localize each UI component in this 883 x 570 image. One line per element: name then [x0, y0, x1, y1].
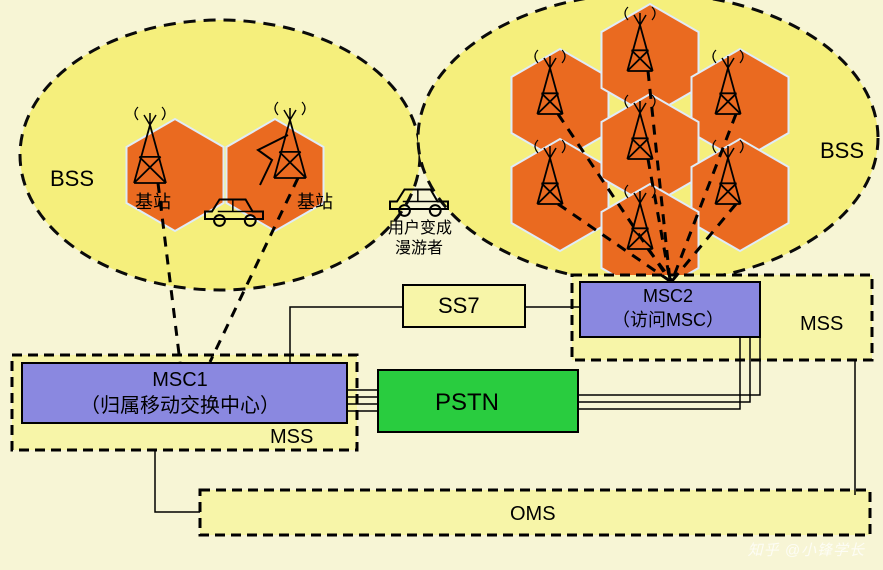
diagram-canvas: MSS MSS SS7 PSTN OMS MSC1 （归属移动交换中心） MSC2 （访问MSC…	[0, 0, 883, 570]
label-roam1: 用户变成	[388, 219, 452, 237]
bss-label: BSS	[820, 138, 864, 163]
msc1-line2: （归属移动交换中心）	[80, 394, 280, 417]
label-bs1: 基站	[135, 192, 171, 212]
ss7-label: SS7	[438, 293, 480, 318]
mss1-label: MSS	[270, 426, 313, 448]
msc1-line1: MSC1	[152, 369, 208, 391]
label-roam2: 漫游者	[395, 239, 443, 257]
msc2-line1: MSC2	[643, 286, 693, 306]
bss-label: BSS	[50, 166, 94, 191]
pstn-label: PSTN	[435, 389, 499, 416]
wire-link	[155, 450, 200, 512]
mss2-label: MSS	[800, 313, 843, 335]
watermark: 知乎 @小锋学长	[748, 539, 865, 560]
label-bs2: 基站	[297, 192, 333, 212]
msc2-line2: （访问MSC）	[612, 310, 724, 330]
oms-label: OMS	[510, 503, 556, 525]
